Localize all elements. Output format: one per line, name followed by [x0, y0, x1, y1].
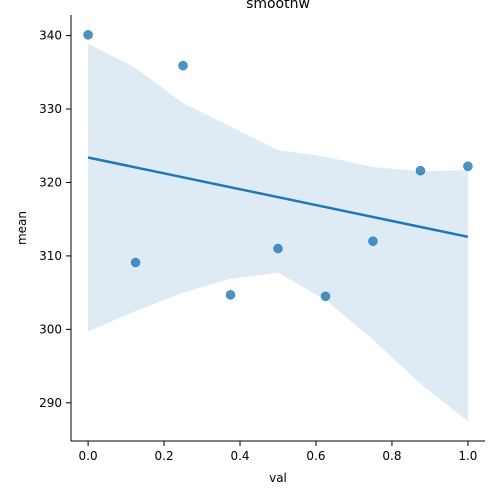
data-point-2 [178, 60, 188, 71]
x-tick-label: 0.6 [306, 449, 325, 463]
data-point-6 [368, 236, 378, 246]
data-point-3 [225, 290, 236, 300]
y-tick-label: 300 [39, 322, 62, 336]
x-tick-label: 0.0 [79, 449, 98, 463]
x-tick-label: 0.2 [155, 449, 174, 463]
y-axis-label: mean [15, 211, 29, 245]
scatter-points [83, 30, 473, 302]
data-point-1 [130, 257, 141, 268]
x-tick-label: 0.4 [230, 449, 249, 463]
x-tick-label: 1.0 [458, 449, 477, 463]
x-tick-label: 0.8 [382, 449, 401, 463]
data-point-4 [273, 243, 283, 254]
data-point-5 [320, 291, 331, 302]
chart-title: smoothw [246, 0, 310, 12]
y-tick-label: 320 [39, 175, 62, 189]
confidence-band [88, 43, 468, 422]
regression-line [87, 156, 469, 239]
y-tick-label: 340 [39, 29, 62, 43]
y-tick-label: 330 [39, 102, 62, 116]
data-point-8 [463, 161, 473, 172]
y-tick-label: 290 [39, 396, 62, 410]
x-axis-ticks: 0.0 0.2 0.4 0.6 0.8 1.0 [79, 441, 477, 463]
data-point-7 [415, 165, 426, 176]
x-axis-label: val [269, 471, 287, 485]
y-axis-ticks: 290 300 310 320 330 340 [39, 29, 71, 410]
y-tick-label: 310 [39, 249, 62, 263]
data-point-0 [83, 30, 93, 40]
